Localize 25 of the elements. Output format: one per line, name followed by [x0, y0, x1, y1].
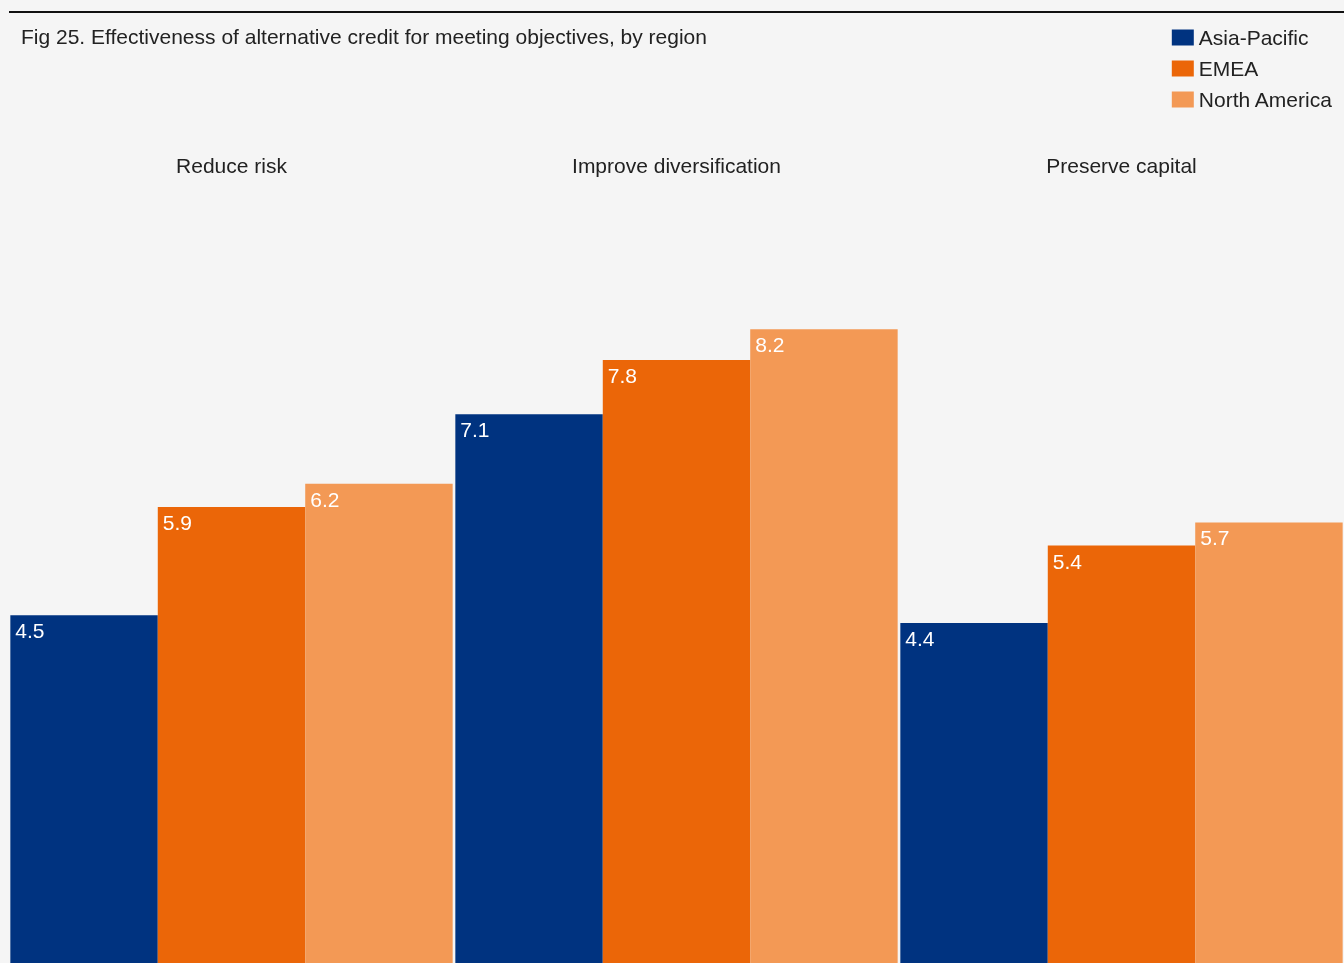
data-label: 4.5 [15, 619, 45, 643]
x-tick-label: Reduce risk [176, 154, 288, 177]
bar [602, 360, 751, 963]
data-label: 5.9 [162, 510, 192, 534]
bar [900, 622, 1048, 963]
bar [1047, 545, 1196, 963]
data-label: 6.2 [310, 487, 340, 511]
bar [305, 483, 453, 963]
bar [157, 506, 306, 963]
chart-title: Fig 25. Effectiveness of alternative credit for meeting objectives, by region [21, 25, 707, 48]
bar [10, 615, 158, 963]
data-label: 7.1 [460, 418, 490, 442]
data-label: 5.4 [1052, 549, 1083, 573]
legend-label: Asia-Pacific [1198, 26, 1309, 49]
x-tick-label: Preserve capital [1046, 154, 1197, 177]
bar [750, 329, 898, 963]
data-label: 4.4 [905, 626, 935, 650]
data-label: 7.8 [607, 364, 637, 388]
bar [1195, 522, 1343, 963]
data-label: 8.2 [755, 333, 785, 357]
x-tick-label: Improve diversification [572, 154, 781, 177]
data-label: 5.7 [1200, 526, 1230, 550]
legend-label: EMEA [1198, 57, 1259, 80]
legend-label: North America [1198, 88, 1333, 111]
bar [455, 414, 603, 963]
